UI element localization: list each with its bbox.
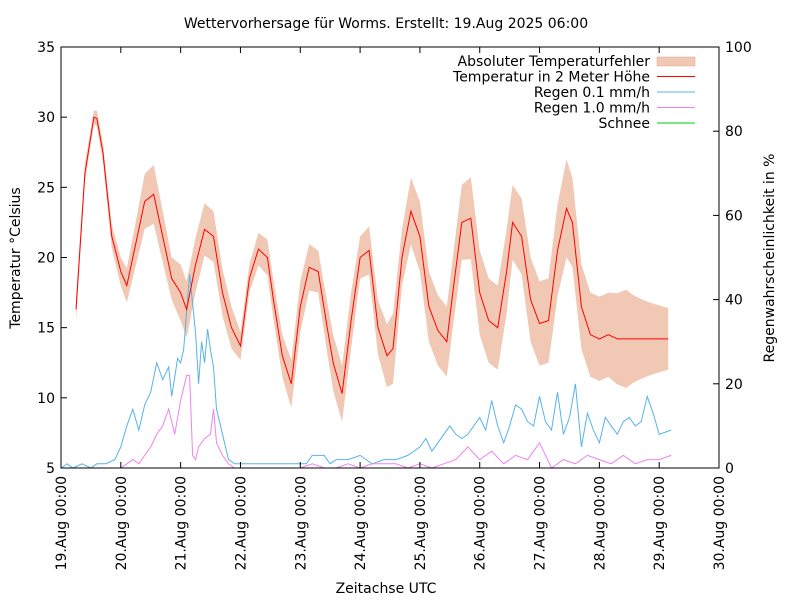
x-tick-label: 29.Aug 00:00 (652, 476, 668, 570)
y-tick-label: 20 (37, 251, 55, 267)
temperature-line (75, 116, 669, 394)
x-tick-label: 25.Aug 00:00 (413, 476, 429, 570)
x-axis-ticks: 19.Aug 00:00 20.Aug 00:00 21.Aug 00:00 22.A… (54, 47, 728, 570)
x-tick-label: 22.Aug 00:00 (233, 476, 249, 570)
legend-label: Regen 0.1 mm/h (534, 85, 650, 101)
x-tick-label: 30.Aug 00:00 (712, 476, 728, 570)
y-axis-label: Temperatur °Celsius (8, 187, 24, 329)
y-tick-label: 25 (37, 180, 55, 196)
y2-axis-ticks: 0 20 40 60 80 100 (713, 40, 752, 477)
x-axis-label: Zeitachse UTC (336, 581, 437, 597)
chart-title: Wettervorhersage für Worms. Erstellt: 19… (184, 16, 588, 32)
legend-label: Temperatur in 2 Meter Höhe (452, 70, 650, 86)
x-tick-label: 27.Aug 00:00 (533, 476, 549, 570)
legend-label: Schnee (598, 116, 650, 132)
y2-tick-label: 40 (725, 293, 743, 309)
y2-tick-label: 80 (725, 124, 743, 140)
temperature-error-band-layer (76, 110, 669, 422)
y-tick-label: 15 (37, 321, 55, 337)
x-tick-label: 23.Aug 00:00 (293, 476, 309, 570)
y2-tick-label: 60 (725, 208, 743, 224)
x-tick-label: 24.Aug 00:00 (353, 476, 369, 570)
rain-0-1-layer (60, 274, 672, 469)
rain-1-0-line (120, 374, 672, 469)
legend-label: Regen 1.0 mm/h (534, 101, 650, 117)
x-tick-label: 21.Aug 00:00 (174, 476, 190, 570)
legend-label: Absoluter Temperaturfehler (458, 54, 651, 70)
y2-tick-label: 0 (725, 461, 734, 477)
x-tick-label: 19.Aug 00:00 (54, 476, 70, 570)
y-tick-label: 5 (46, 461, 55, 477)
y-tick-label: 10 (37, 391, 55, 407)
x-tick-label: 26.Aug 00:00 (473, 476, 489, 570)
y2-tick-label: 20 (725, 377, 743, 393)
rain-0-1-line (60, 274, 672, 469)
temperature-layer (75, 116, 669, 394)
y2-tick-label: 100 (725, 40, 752, 56)
temperature-error-band (76, 110, 669, 422)
x-tick-label: 20.Aug 00:00 (114, 476, 130, 570)
x-tick-label: 28.Aug 00:00 (592, 476, 608, 570)
legend-swatch (656, 56, 696, 67)
rain-1-0-layer (120, 374, 672, 469)
y2-axis-label: Regenwahrscheinlichkeit in % (762, 154, 778, 363)
y-tick-label: 35 (37, 40, 55, 56)
y-tick-label: 30 (37, 110, 55, 126)
y-axis-ticks: 5 10 15 20 25 30 35 (37, 40, 67, 477)
